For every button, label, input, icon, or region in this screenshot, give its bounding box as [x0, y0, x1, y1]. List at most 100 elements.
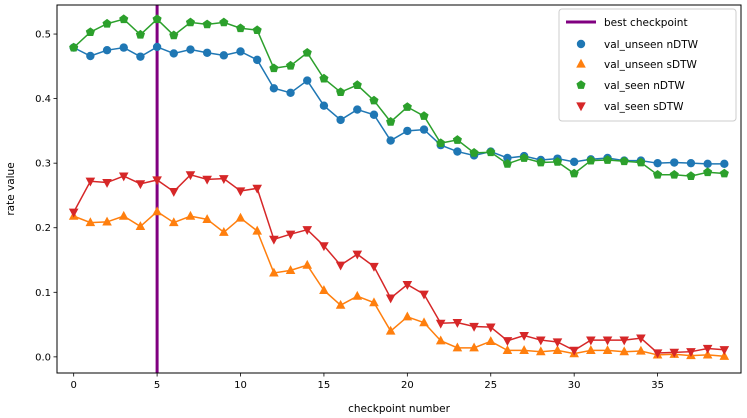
plot-content	[68, 5, 730, 373]
data-point	[85, 177, 96, 187]
data-point	[386, 117, 396, 126]
legend-label: val_seen nDTW	[604, 80, 685, 92]
data-point	[452, 319, 463, 328]
series-val-seen-sdtw	[68, 171, 730, 359]
y-tick-label: 0.0	[35, 352, 51, 363]
data-point	[486, 147, 496, 157]
y-tick-label: 0.2	[35, 223, 51, 234]
data-point	[169, 30, 179, 40]
data-point	[352, 290, 363, 300]
data-point	[369, 95, 379, 105]
data-point	[386, 136, 395, 145]
data-point	[369, 262, 379, 272]
data-point	[135, 180, 146, 190]
data-point	[136, 52, 145, 61]
data-point	[402, 280, 413, 290]
data-point	[469, 148, 479, 157]
x-tick-label: 30	[568, 380, 581, 391]
data-point	[402, 102, 412, 111]
data-point	[152, 206, 162, 216]
x-tick-label: 20	[401, 380, 414, 391]
x-tick-label: 5	[154, 380, 160, 391]
data-point	[202, 175, 212, 185]
data-point	[435, 335, 446, 345]
data-point	[152, 14, 162, 24]
data-point	[419, 290, 429, 300]
data-point	[552, 157, 563, 166]
data-point	[135, 29, 145, 39]
data-point	[235, 212, 246, 222]
data-point	[419, 317, 429, 327]
legend-marker	[576, 39, 586, 49]
data-point	[186, 45, 195, 54]
data-point	[119, 43, 128, 52]
data-point	[702, 344, 713, 354]
data-point	[619, 336, 630, 346]
data-point	[286, 60, 296, 70]
data-point	[219, 226, 229, 236]
data-point	[119, 14, 129, 24]
legend: best checkpoint val_unseen nDTW val_unseen…	[558, 8, 737, 122]
x-axis: 0 5 10 15 20 25 30 35	[70, 373, 664, 391]
data-point	[636, 345, 646, 355]
data-point	[436, 138, 446, 148]
data-point	[435, 319, 446, 329]
data-point	[369, 110, 379, 119]
data-point	[269, 267, 279, 277]
x-tick-label: 10	[234, 380, 247, 391]
data-point	[670, 158, 679, 167]
data-point	[352, 250, 363, 260]
data-point	[402, 311, 413, 321]
data-point	[653, 158, 662, 168]
data-point	[703, 159, 712, 169]
data-point	[502, 345, 513, 355]
series-line	[73, 46, 725, 165]
data-point	[536, 157, 546, 167]
data-point	[285, 230, 296, 240]
data-point	[452, 342, 463, 352]
data-point	[586, 345, 596, 355]
data-point	[602, 345, 613, 355]
data-point	[236, 47, 245, 56]
data-point	[353, 105, 362, 114]
data-point	[168, 217, 179, 227]
data-point	[319, 242, 329, 252]
data-point	[235, 23, 246, 33]
data-point	[336, 115, 345, 125]
data-point	[502, 159, 512, 168]
data-point	[519, 153, 529, 162]
data-point	[686, 158, 696, 168]
legend-label: val_unseen nDTW	[604, 39, 699, 51]
series-line	[73, 18, 725, 177]
data-point	[202, 48, 212, 57]
data-point	[235, 187, 246, 197]
data-point	[586, 155, 596, 165]
data-point	[319, 73, 329, 83]
legend-marker	[576, 80, 586, 89]
data-point	[169, 49, 178, 58]
data-point	[619, 156, 629, 166]
data-point	[85, 217, 96, 227]
data-point	[185, 171, 196, 181]
data-point	[302, 47, 312, 57]
data-point	[86, 51, 95, 61]
data-point	[319, 285, 329, 294]
x-tick-label: 35	[651, 380, 664, 391]
data-point	[69, 42, 79, 52]
data-point	[185, 210, 196, 220]
data-point	[335, 261, 346, 271]
y-tick-label: 0.3	[35, 159, 51, 170]
data-point	[385, 325, 396, 335]
data-point	[469, 342, 479, 352]
data-point	[252, 225, 262, 235]
data-point	[669, 348, 680, 358]
data-point	[269, 235, 279, 245]
data-point	[252, 55, 262, 65]
data-point	[485, 336, 496, 345]
series-line	[73, 210, 725, 357]
data-point	[719, 346, 730, 356]
data-point	[286, 88, 295, 98]
data-point	[686, 171, 696, 180]
data-point	[636, 157, 646, 167]
